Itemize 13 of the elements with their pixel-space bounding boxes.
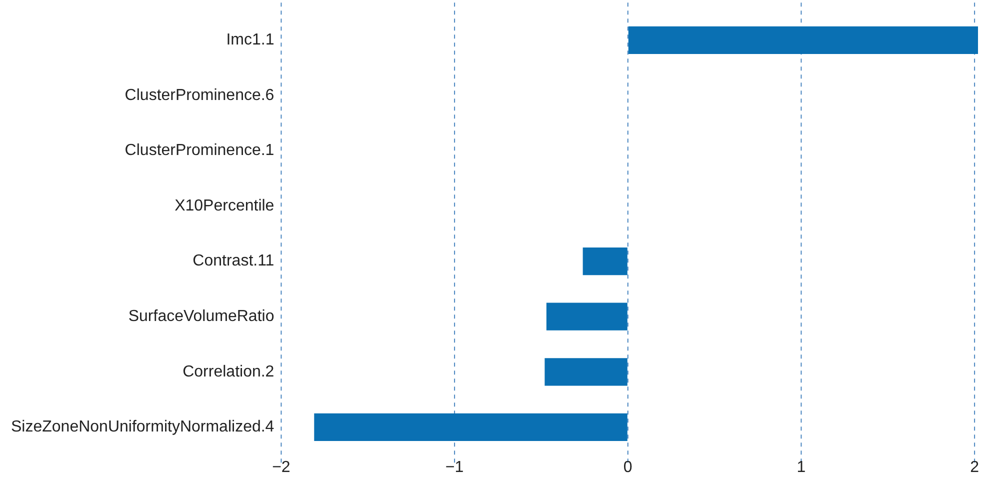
y-tick-label: X10Percentile — [174, 197, 274, 214]
x-tick-label: 0 — [623, 458, 632, 476]
y-tick-label: SurfaceVolumeRatio — [128, 308, 274, 326]
x-tick-label: −2 — [272, 458, 290, 476]
y-tick-label: Contrast.11 — [192, 252, 274, 270]
y-tick-label: ClusterProminence.6 — [124, 86, 274, 104]
y-tick-label: Correlation.2 — [182, 363, 274, 380]
x-tick-label: −1 — [445, 458, 464, 476]
y-tick-label: ClusterProminence.1 — [124, 142, 274, 160]
y-tick-label: Imc1.1 — [226, 32, 274, 49]
x-tick-label: 2 — [970, 458, 980, 476]
y-tick-label: SizeZoneNonUniformityNormalized.4 — [10, 418, 274, 436]
x-tick-label: 1 — [796, 458, 806, 476]
